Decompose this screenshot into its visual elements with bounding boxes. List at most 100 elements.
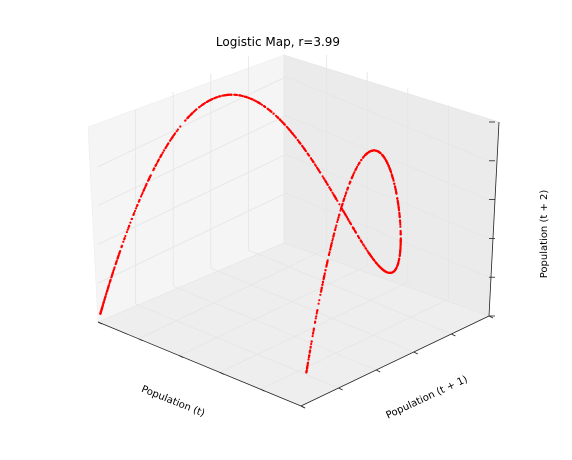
data-point	[250, 97, 253, 101]
z-axis-label: Population (t + 2)	[539, 190, 550, 279]
z-axis-line	[488, 121, 500, 317]
data-point	[317, 168, 320, 171]
data-point	[398, 215, 401, 219]
data-point	[294, 136, 297, 139]
data-point	[379, 266, 382, 269]
data-point	[164, 146, 167, 149]
data-point	[310, 340, 313, 343]
data-point	[311, 335, 314, 338]
y-axis-tick	[413, 351, 418, 355]
data-point	[320, 288, 323, 291]
data-point	[315, 312, 318, 315]
data-point	[221, 94, 224, 97]
data-point	[207, 99, 210, 102]
left-pane-gridline-z	[97, 76, 287, 168]
data-point	[203, 102, 206, 105]
floor-gridline-x	[138, 248, 327, 340]
floor-gridline-y	[248, 249, 452, 335]
data-point	[362, 155, 366, 158]
data-point	[278, 118, 281, 121]
data-point	[311, 332, 315, 335]
data-point	[324, 269, 327, 272]
data-point	[101, 304, 104, 307]
data-point	[366, 151, 369, 155]
data-point	[268, 109, 271, 112]
data-point	[314, 317, 317, 320]
data-point	[318, 171, 322, 174]
data-point	[364, 247, 367, 250]
data-point	[341, 203, 344, 206]
data-point	[105, 290, 108, 293]
data-point	[193, 109, 196, 112]
data-point	[308, 350, 311, 353]
left-pane-gridline-z	[97, 153, 287, 245]
data-point	[397, 202, 400, 205]
data-point	[336, 218, 339, 221]
data-point	[356, 165, 359, 168]
data-point	[318, 299, 321, 302]
data-point	[280, 120, 283, 123]
data-point	[336, 220, 339, 224]
data-point	[399, 223, 402, 226]
data-point	[141, 191, 144, 195]
data-point	[385, 159, 388, 162]
data-point	[334, 197, 338, 200]
data-point	[358, 237, 361, 240]
data-point	[128, 224, 131, 227]
data-point	[130, 217, 133, 220]
data-point	[244, 95, 247, 98]
data-point	[348, 182, 351, 185]
data-point	[154, 164, 157, 167]
data-point	[343, 197, 346, 200]
x-axis-tick	[179, 355, 184, 358]
data-point	[332, 234, 335, 237]
axis-ticks	[97, 121, 495, 409]
data-point	[392, 179, 395, 182]
data-point	[398, 257, 401, 260]
data-point	[248, 97, 251, 100]
data-point	[388, 167, 391, 170]
data-point	[394, 186, 397, 189]
data-point	[319, 290, 323, 293]
data-point	[112, 268, 116, 271]
data-point	[333, 232, 336, 235]
data-point	[100, 308, 103, 311]
floor-gridline-y	[135, 303, 339, 389]
data-point	[107, 284, 110, 287]
right-pane-gridline-z	[285, 192, 490, 278]
axis-edges	[97, 121, 500, 407]
right-pane-gridline-z	[285, 76, 490, 162]
data-point	[129, 221, 132, 224]
data-point	[317, 302, 320, 305]
data-point	[377, 264, 380, 267]
y-axis-tick	[300, 405, 306, 409]
data-point	[241, 95, 244, 98]
data-point	[108, 282, 111, 285]
data-point	[323, 178, 326, 181]
data-point	[344, 194, 347, 197]
data-point	[138, 198, 141, 201]
data-point	[393, 182, 396, 185]
data-point	[239, 94, 242, 97]
data-point	[345, 216, 349, 219]
data-point	[311, 160, 314, 163]
data-point	[383, 157, 386, 160]
data-point	[103, 297, 106, 300]
data-point	[233, 93, 236, 96]
left-pane-gridline-z	[97, 192, 287, 284]
data-point	[228, 93, 231, 96]
data-point	[292, 134, 295, 137]
data-point	[316, 310, 319, 313]
data-point	[123, 237, 126, 240]
data-point	[363, 245, 366, 248]
data-point	[169, 139, 172, 142]
data-point	[322, 277, 325, 280]
data-point	[390, 173, 393, 177]
data-point	[116, 256, 119, 259]
data-point	[395, 266, 398, 269]
data-point	[323, 275, 326, 278]
data-point	[364, 153, 367, 156]
data-point	[301, 144, 304, 147]
data-point	[190, 112, 193, 115]
data-point	[353, 229, 357, 233]
